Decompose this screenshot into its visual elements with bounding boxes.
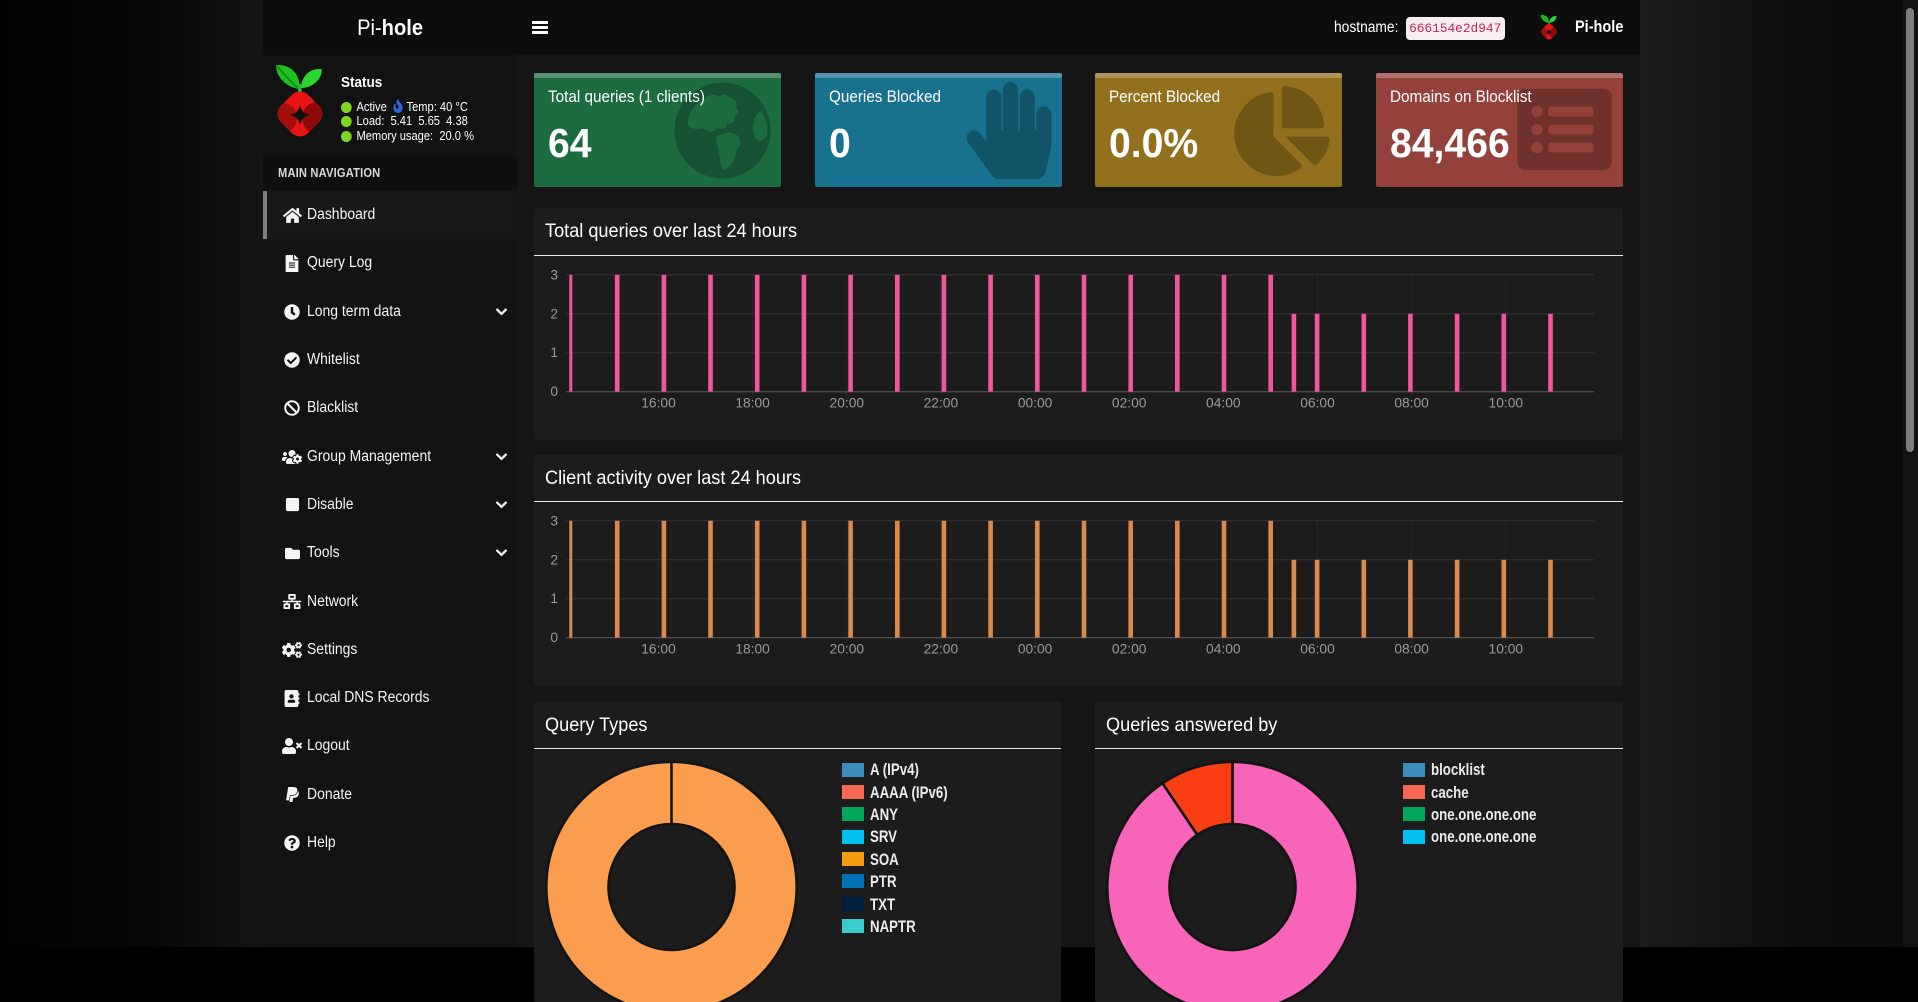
svg-text:00:00: 00:00 (1018, 395, 1053, 410)
svg-text:02:00: 02:00 (1112, 395, 1147, 410)
svg-text:0: 0 (550, 384, 558, 399)
svg-text:3: 3 (550, 513, 558, 528)
svg-text:20:00: 20:00 (830, 642, 865, 657)
svg-text:10:00: 10:00 (1489, 395, 1524, 410)
svg-text:00:00: 00:00 (1018, 642, 1053, 657)
svg-text:08:00: 08:00 (1394, 395, 1429, 410)
svg-text:0: 0 (550, 630, 558, 645)
svg-text:04:00: 04:00 (1206, 642, 1241, 657)
svg-text:22:00: 22:00 (924, 395, 959, 410)
svg-text:3: 3 (550, 267, 558, 282)
svg-text:18:00: 18:00 (735, 642, 770, 657)
svg-text:2: 2 (550, 552, 558, 567)
svg-text:06:00: 06:00 (1300, 395, 1335, 410)
svg-text:20:00: 20:00 (830, 395, 865, 410)
svg-text:08:00: 08:00 (1394, 642, 1429, 657)
svg-text:2: 2 (550, 306, 558, 321)
svg-text:16:00: 16:00 (641, 395, 676, 410)
svg-text:10:00: 10:00 (1489, 642, 1524, 657)
svg-text:1: 1 (550, 345, 558, 360)
svg-text:18:00: 18:00 (735, 395, 770, 410)
svg-text:06:00: 06:00 (1300, 642, 1335, 657)
svg-text:04:00: 04:00 (1206, 395, 1241, 410)
svg-text:22:00: 22:00 (924, 642, 959, 657)
svg-text:02:00: 02:00 (1112, 642, 1147, 657)
svg-text:16:00: 16:00 (641, 642, 676, 657)
svg-text:1: 1 (550, 591, 558, 606)
